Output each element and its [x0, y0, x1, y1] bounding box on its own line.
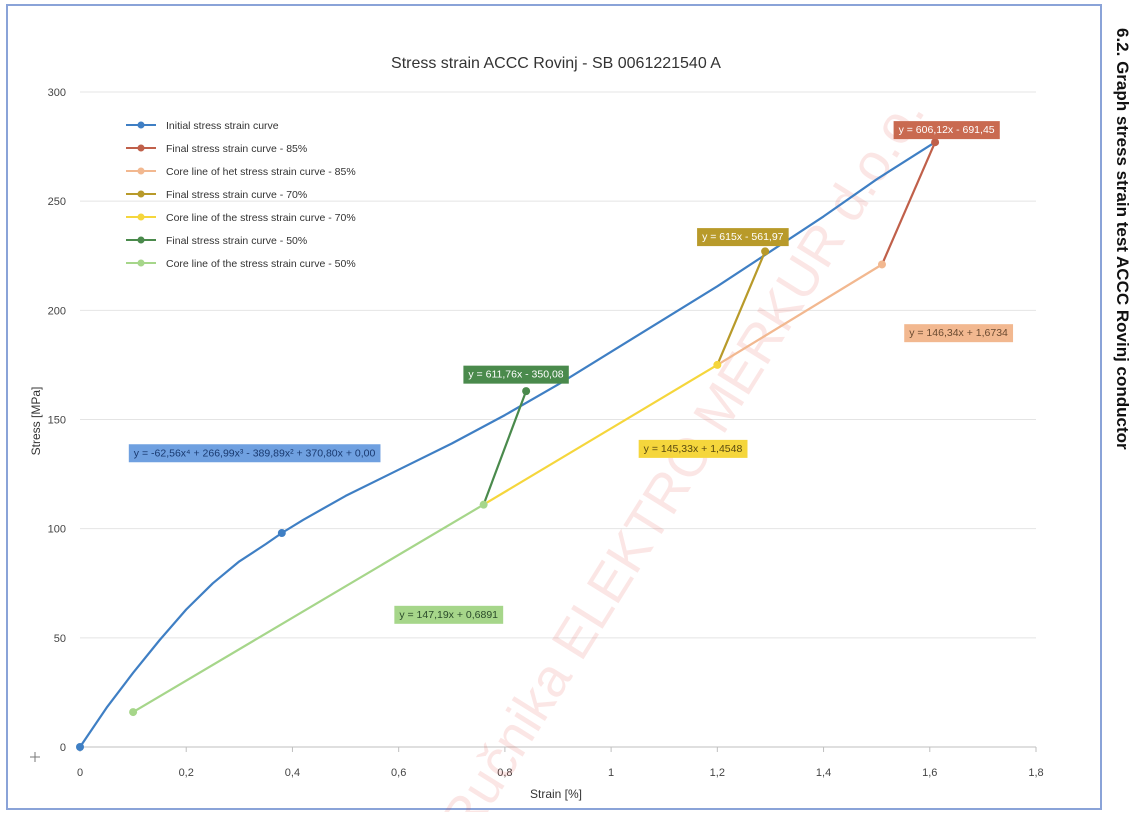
- series-1: [76, 141, 936, 751]
- legend-marker: [137, 190, 145, 198]
- data-point: [129, 708, 138, 717]
- stress-strain-chart: Stress strain ACCC Rovinj - SB 006122154…: [29, 55, 1044, 812]
- equation-text: y = -62,56x⁴ + 266,99x³ - 389,89x² + 370…: [134, 447, 376, 459]
- y-tick-label: 250: [48, 196, 66, 208]
- series: [76, 138, 940, 751]
- series-line: [880, 141, 937, 265]
- equation-text: y = 146,34x + 1,6734: [909, 327, 1008, 339]
- x-tick-label: 0,6: [391, 767, 406, 779]
- x-tick-label: 0: [77, 767, 83, 779]
- legend-entry: Final stress strain curve - 85%: [126, 143, 307, 155]
- equation-label: y = 606,12x - 691,45: [893, 121, 1000, 140]
- equation-label: y = 146,34x + 1,6734: [904, 324, 1014, 343]
- legend-entry: Final stress strain curve - 70%: [126, 189, 307, 201]
- x-tick-label: 1,2: [710, 767, 725, 779]
- equation-text: y = 615x - 561,97: [702, 231, 784, 243]
- data-point: [277, 529, 286, 538]
- equation-label: y = 145,33x + 1,4548: [638, 439, 748, 458]
- data-point: [76, 743, 84, 751]
- side-caption-text: 6.2. Graph stress strain test ACCC Rovin…: [1113, 28, 1132, 450]
- series-line: [132, 503, 485, 714]
- y-axis-label: Stress [MPa]: [29, 387, 43, 456]
- equation-label: y = -62,56x⁴ + 266,99x³ - 389,89x² + 370…: [128, 444, 381, 463]
- legend-entry: Initial stress strain curve: [126, 120, 279, 132]
- gridlines: [80, 91, 1036, 639]
- data-point: [931, 138, 940, 147]
- equation-label: y = 611,76x - 350,08: [463, 365, 569, 384]
- series-line: [79, 141, 936, 748]
- legend-label: Initial stress strain curve: [166, 120, 279, 132]
- equation-box: [893, 121, 1000, 140]
- figure-frame: Stress strain ACCC Rovinj - SB 006122154…: [6, 4, 1102, 812]
- equation-text: y = 147,19x + 0,6891: [399, 609, 498, 621]
- x-axis-label: Strain [%]: [530, 787, 582, 801]
- legend-marker: [137, 213, 145, 221]
- x-tick-label: 1: [608, 767, 614, 779]
- y-tick-label: 100: [48, 524, 66, 536]
- series-4: [716, 247, 770, 366]
- data-point: [479, 500, 488, 509]
- x-tick-label: 1,8: [1028, 767, 1043, 779]
- x-tick-label: 1,4: [816, 767, 831, 779]
- legend-label: Core line of the stress strain curve - 7…: [166, 212, 356, 224]
- y-tick-label: 200: [48, 305, 66, 317]
- legend-entry: Core line of het stress strain curve - 8…: [126, 166, 356, 178]
- x-tick-label: 1,6: [922, 767, 937, 779]
- y-tick-label: 300: [48, 87, 66, 99]
- series-line: [482, 390, 528, 505]
- x-tick-label: 0,4: [285, 767, 300, 779]
- data-point: [522, 387, 531, 396]
- legend-marker: [137, 167, 145, 175]
- y-tick-label: 0: [60, 742, 66, 754]
- legend-label: Core line of the stress strain curve - 5…: [166, 258, 356, 270]
- trendline-equations: y = -62,56x⁴ + 266,99x³ - 389,89x² + 370…: [128, 121, 1014, 624]
- series-5: [483, 360, 722, 506]
- equation-box: [394, 605, 504, 624]
- equation-box: [697, 228, 789, 247]
- chart-legend: Initial stress strain curve Final stress …: [126, 120, 356, 270]
- side-caption: 6.2. Graph stress strain test ACCC Rovin…: [1106, 28, 1136, 588]
- series-7: [129, 500, 488, 717]
- legend-entry: Core line of the stress strain curve - 5…: [126, 258, 356, 270]
- data-point: [877, 260, 886, 269]
- y-tick-label: 150: [48, 415, 66, 427]
- chart-title: Stress strain ACCC Rovinj - SB 006122154…: [391, 55, 721, 72]
- equation-text: y = 145,33x + 1,4548: [644, 443, 743, 455]
- series-line: [716, 250, 767, 366]
- equation-text: y = 606,12x - 691,45: [899, 124, 995, 136]
- equation-label: y = 147,19x + 0,6891: [394, 605, 504, 624]
- legend-entry: Final stress strain curve - 50%: [126, 235, 307, 247]
- equation-label: y = 615x - 561,97: [697, 228, 789, 247]
- series-6: [482, 387, 531, 505]
- equation-box: [128, 444, 381, 463]
- data-point: [761, 247, 770, 256]
- equation-text: y = 611,76x - 350,08: [468, 369, 563, 381]
- equation-box: [463, 365, 569, 384]
- series-3: [716, 260, 886, 366]
- equation-box: [638, 439, 748, 458]
- legend-label: Final stress strain curve - 50%: [166, 235, 307, 247]
- equation-box: [904, 324, 1014, 343]
- axes: 0 50 100 150 200 250 300 0 0,2 0,4 0,6 0,8 1 1,2 1,4 1,…: [48, 87, 1044, 779]
- cursor-crosshair-icon: [30, 752, 40, 762]
- x-tick-label: 0,8: [497, 767, 512, 779]
- legend-marker: [137, 144, 145, 152]
- series-2: [880, 138, 940, 265]
- legend-label: Final stress strain curve - 85%: [166, 143, 307, 155]
- series-line: [716, 263, 883, 366]
- legend-marker: [137, 259, 145, 267]
- legend-label: Final stress strain curve - 70%: [166, 189, 307, 201]
- legend-marker: [137, 236, 145, 244]
- data-point: [713, 360, 722, 369]
- legend-marker: [137, 121, 145, 129]
- legend-entry: Core line of the stress strain curve - 7…: [126, 212, 356, 224]
- legend-label: Core line of het stress strain curve - 8…: [166, 166, 356, 178]
- x-tick-label: 0,2: [179, 767, 194, 779]
- series-line: [483, 363, 718, 506]
- y-tick-label: 50: [54, 633, 66, 645]
